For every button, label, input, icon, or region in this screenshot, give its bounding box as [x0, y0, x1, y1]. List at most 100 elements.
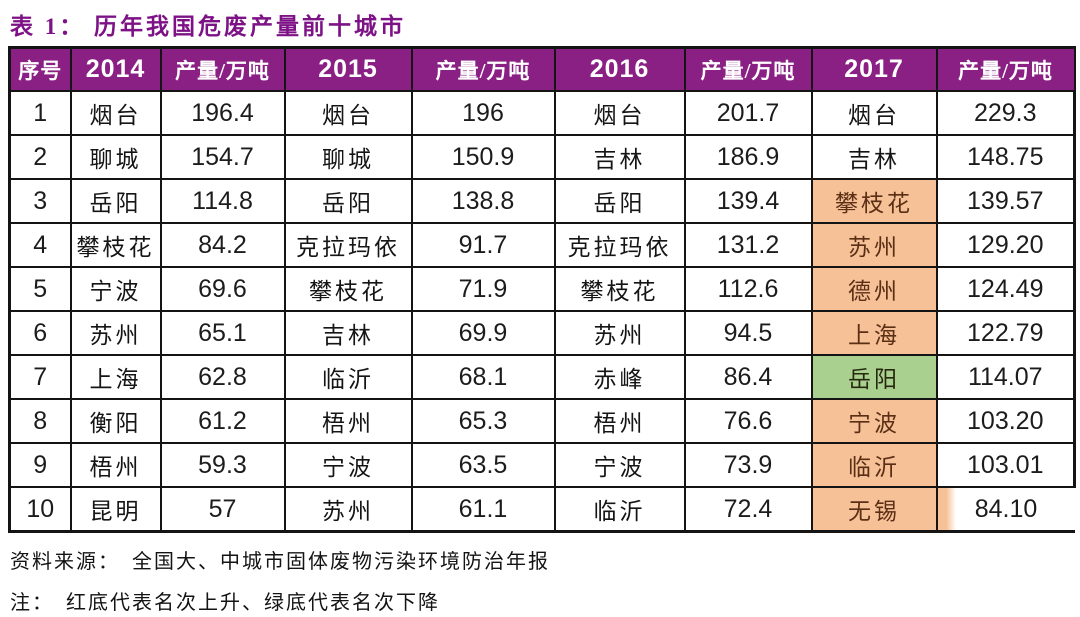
rank-cell: 2	[8, 134, 72, 180]
city-cell-2015: 苏州	[283, 486, 413, 533]
value-cell-2015: 65.3	[410, 398, 556, 444]
value-cell-2016: 186.9	[683, 134, 813, 180]
city-cell-2015: 攀枝花	[283, 266, 413, 312]
col-header-2014: 2014	[69, 46, 162, 92]
header-row: 序号 2014 产量/万吨 2015 产量/万吨 2016 产量/万吨 2017…	[8, 46, 1076, 92]
city-cell-2016: 宁波	[553, 442, 686, 488]
table-row: 9 梧州 59.3 宁波 63.5 宁波 73.9 临沂 103.01	[8, 442, 1076, 488]
city-cell-2014: 烟台	[69, 90, 162, 136]
city-cell-2014: 聊城	[69, 134, 162, 180]
city-cell-2015: 烟台	[283, 90, 413, 136]
hazardous-waste-top10-table: 序号 2014 产量/万吨 2015 产量/万吨 2016 产量/万吨 2017…	[8, 46, 1076, 533]
value-cell-2015: 61.1	[410, 486, 556, 533]
city-cell-2015: 聊城	[283, 134, 413, 180]
city-cell-2014: 苏州	[69, 310, 162, 356]
city-cell-2014: 上海	[69, 354, 162, 400]
rank-cell: 7	[8, 354, 72, 400]
city-cell-2017-rank-up: 宁波	[810, 398, 938, 444]
value-cell-2017: 114.07	[935, 354, 1076, 400]
table-footer: 资料来源： 全国大、中城市固体废物污染环境防治年报 注： 红底代表名次上升、绿底…	[10, 545, 1080, 615]
city-cell-2015: 克拉玛依	[283, 222, 413, 268]
value-cell-2014: 114.8	[159, 178, 286, 224]
value-cell-2014: 62.8	[159, 354, 286, 400]
legend-note: 注： 红底代表名次上升、绿底代表名次下降	[10, 592, 440, 614]
table-row: 5 宁波 69.6 攀枝花 71.9 攀枝花 112.6 德州 124.49	[8, 266, 1076, 312]
value-cell-2016: 76.6	[683, 398, 813, 444]
col-header-output-2014: 产量/万吨	[159, 46, 286, 92]
city-cell-2015: 岳阳	[283, 178, 413, 224]
value-cell-2017: 148.75	[935, 134, 1076, 180]
value-cell-2017: 103.20	[935, 398, 1076, 444]
city-cell-2016: 苏州	[553, 310, 686, 356]
value-cell-2014: 59.3	[159, 442, 286, 488]
value-cell-2014: 84.2	[159, 222, 286, 268]
value-cell-2015: 138.8	[410, 178, 556, 224]
value-cell-2016: 86.4	[683, 354, 813, 400]
table-row: 1 烟台 196.4 烟台 196 烟台 201.7 烟台 229.3	[8, 90, 1076, 136]
value-cell-2015: 69.9	[410, 310, 556, 356]
value-cell-2015: 91.7	[410, 222, 556, 268]
city-cell-2016: 赤峰	[553, 354, 686, 400]
value-cell-2017: 129.20	[935, 222, 1076, 268]
value-cell-2014: 196.4	[159, 90, 286, 136]
city-cell-2017-rank-up: 德州	[810, 266, 938, 312]
value-cell-2017: 103.01	[935, 442, 1076, 488]
city-cell-2016: 吉林	[553, 134, 686, 180]
city-cell-2016: 岳阳	[553, 178, 686, 224]
city-cell-2014: 岳阳	[69, 178, 162, 224]
rank-cell: 9	[8, 442, 72, 488]
value-cell-2016: 131.2	[683, 222, 813, 268]
value-cell-2016: 72.4	[683, 486, 813, 533]
value-cell-2016: 139.4	[683, 178, 813, 224]
city-cell-2016: 攀枝花	[553, 266, 686, 312]
rank-cell: 8	[8, 398, 72, 444]
city-cell-2014: 攀枝花	[69, 222, 162, 268]
value-cell-2014: 154.7	[159, 134, 286, 180]
table-row: 10 昆明 57 苏州 61.1 临沂 72.4 无锡 84.10	[8, 486, 1075, 533]
city-cell-2016: 临沂	[553, 486, 686, 533]
city-cell-2014: 宁波	[69, 266, 162, 312]
city-cell-2017-rank-up: 无锡	[810, 486, 938, 533]
value-cell-2015: 68.1	[410, 354, 556, 400]
city-cell-2017: 烟台	[810, 90, 938, 136]
col-header-2015: 2015	[283, 46, 413, 92]
city-cell-2017-rank-up: 临沂	[810, 442, 938, 488]
source-note: 资料来源： 全国大、中城市固体废物污染环境防治年报	[10, 551, 550, 573]
table-row: 2 聊城 154.7 聊城 150.9 吉林 186.9 吉林 148.75	[8, 134, 1076, 180]
value-cell-2017: 122.79	[935, 310, 1076, 356]
city-cell-2015: 梧州	[283, 398, 413, 444]
city-cell-2014: 衡阳	[69, 398, 162, 444]
rank-cell: 10	[8, 486, 72, 533]
city-cell-2014: 昆明	[69, 486, 162, 533]
city-cell-2014: 梧州	[69, 442, 162, 488]
city-cell-2016: 克拉玛依	[553, 222, 686, 268]
table-row: 4 攀枝花 84.2 克拉玛依 91.7 克拉玛依 131.2 苏州 129.2…	[8, 222, 1076, 268]
col-header-output-2016: 产量/万吨	[683, 46, 813, 92]
city-cell-2016: 梧州	[553, 398, 686, 444]
city-cell-2017-rank-up: 苏州	[810, 222, 938, 268]
value-cell-2016: 201.7	[683, 90, 813, 136]
value-cell-2017: 124.49	[935, 266, 1076, 312]
table-row: 7 上海 62.8 临沂 68.1 赤峰 86.4 岳阳 114.07	[8, 354, 1076, 400]
city-cell-2017-rank-up: 上海	[810, 310, 938, 356]
col-header-output-2015: 产量/万吨	[410, 46, 556, 92]
city-cell-2015: 宁波	[283, 442, 413, 488]
city-cell-2017-rank-down: 岳阳	[810, 354, 938, 400]
col-header-2016: 2016	[553, 46, 686, 92]
value-cell-2014: 61.2	[159, 398, 286, 444]
rank-cell: 6	[8, 310, 72, 356]
value-cell-2015: 150.9	[410, 134, 556, 180]
city-cell-2017: 吉林	[810, 134, 938, 180]
table-title: 表 1： 历年我国危废产量前十城市	[10, 14, 406, 39]
rank-cell: 5	[8, 266, 72, 312]
value-cell-2014: 69.6	[159, 266, 286, 312]
value-cell-2015: 71.9	[410, 266, 556, 312]
rank-cell: 3	[8, 178, 72, 224]
col-header-output-2017: 产量/万吨	[935, 46, 1076, 92]
city-cell-2015: 吉林	[283, 310, 413, 356]
value-cell-2016: 73.9	[683, 442, 813, 488]
table-row: 3 岳阳 114.8 岳阳 138.8 岳阳 139.4 攀枝花 139.57	[8, 178, 1076, 224]
value-cell-2017: 229.3	[935, 90, 1076, 136]
city-cell-2017-rank-up: 攀枝花	[810, 178, 938, 224]
rank-cell: 4	[8, 222, 72, 268]
